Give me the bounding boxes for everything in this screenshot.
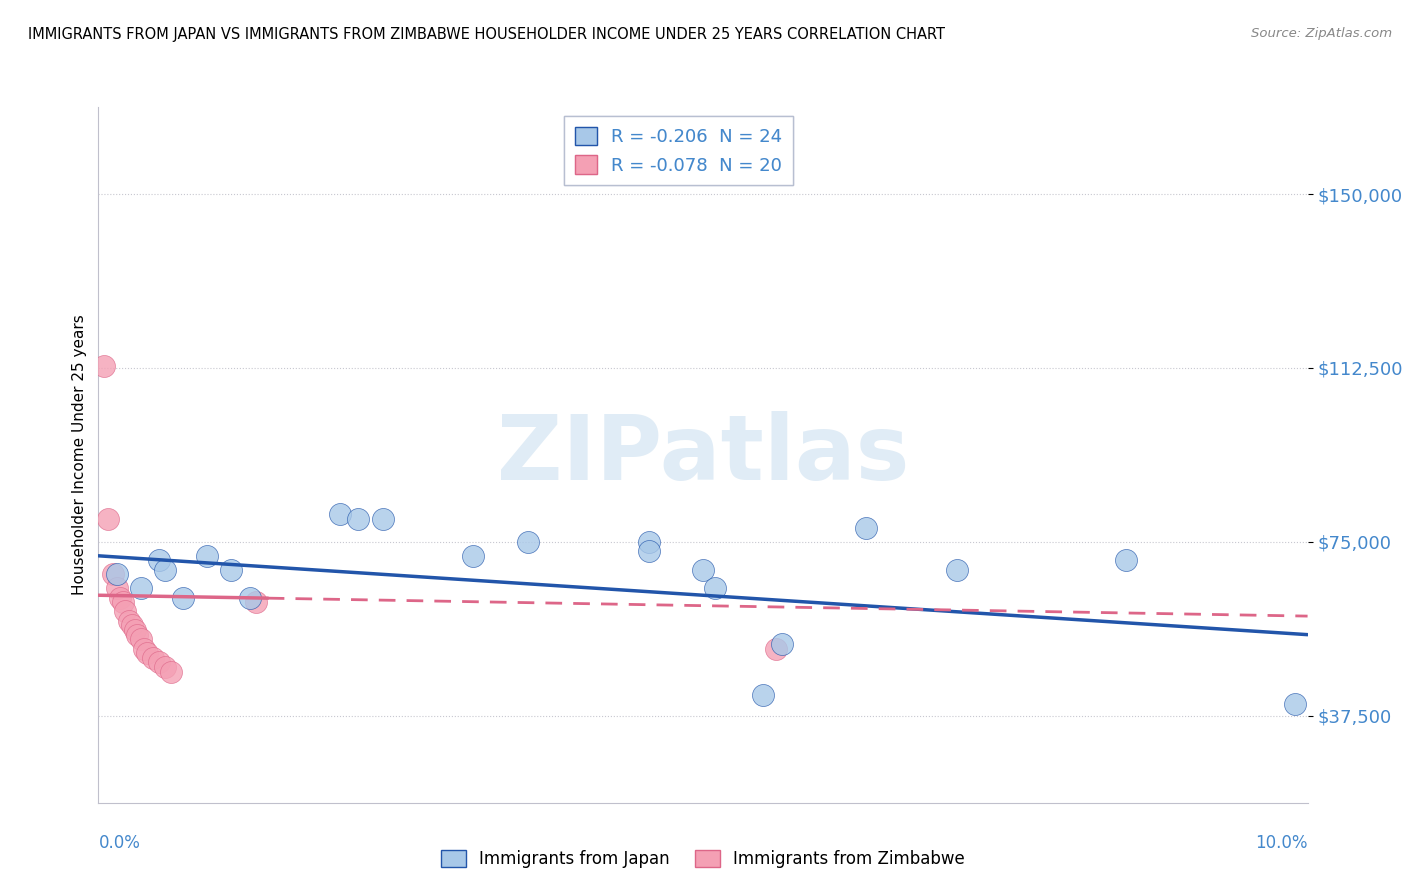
- Point: [195, 549, 218, 563]
- Point: [371, 511, 394, 525]
- Point: [239, 591, 262, 605]
- Legend: R = -0.206  N = 24, R = -0.078  N = 20: R = -0.206 N = 24, R = -0.078 N = 20: [564, 116, 793, 186]
- Point: [101, 567, 124, 582]
- Point: [105, 582, 128, 596]
- Text: 0.0%: 0.0%: [98, 834, 141, 852]
- Text: Source: ZipAtlas.com: Source: ZipAtlas.com: [1251, 27, 1392, 40]
- Point: [129, 582, 152, 596]
- Point: [148, 656, 170, 670]
- Point: [1284, 698, 1306, 712]
- Point: [1115, 553, 1137, 567]
- Point: [153, 660, 176, 674]
- Point: [946, 563, 969, 577]
- Point: [516, 534, 538, 549]
- Point: [463, 549, 485, 563]
- Point: [111, 595, 134, 609]
- Point: [148, 553, 170, 567]
- Point: [172, 591, 194, 605]
- Point: [160, 665, 183, 679]
- Point: [135, 646, 157, 660]
- Point: [637, 534, 659, 549]
- Point: [855, 521, 877, 535]
- Point: [153, 563, 176, 577]
- Point: [121, 618, 143, 632]
- Text: ZIPatlas: ZIPatlas: [496, 411, 910, 499]
- Y-axis label: Householder Income Under 25 years: Householder Income Under 25 years: [72, 315, 87, 595]
- Point: [637, 544, 659, 558]
- Point: [105, 567, 128, 582]
- Point: [245, 595, 267, 609]
- Text: 10.0%: 10.0%: [1256, 834, 1308, 852]
- Point: [692, 563, 714, 577]
- Point: [97, 511, 120, 525]
- Point: [221, 563, 243, 577]
- Point: [770, 637, 793, 651]
- Point: [124, 623, 146, 637]
- Point: [127, 628, 149, 642]
- Point: [329, 507, 352, 521]
- Point: [118, 614, 141, 628]
- Point: [765, 641, 787, 656]
- Text: IMMIGRANTS FROM JAPAN VS IMMIGRANTS FROM ZIMBABWE HOUSEHOLDER INCOME UNDER 25 YE: IMMIGRANTS FROM JAPAN VS IMMIGRANTS FROM…: [28, 27, 945, 42]
- Point: [129, 632, 152, 647]
- Point: [134, 641, 156, 656]
- Point: [752, 688, 775, 702]
- Point: [142, 651, 165, 665]
- Point: [114, 605, 136, 619]
- Point: [704, 582, 727, 596]
- Point: [631, 814, 654, 828]
- Point: [108, 591, 131, 605]
- Point: [93, 359, 115, 373]
- Point: [347, 511, 370, 525]
